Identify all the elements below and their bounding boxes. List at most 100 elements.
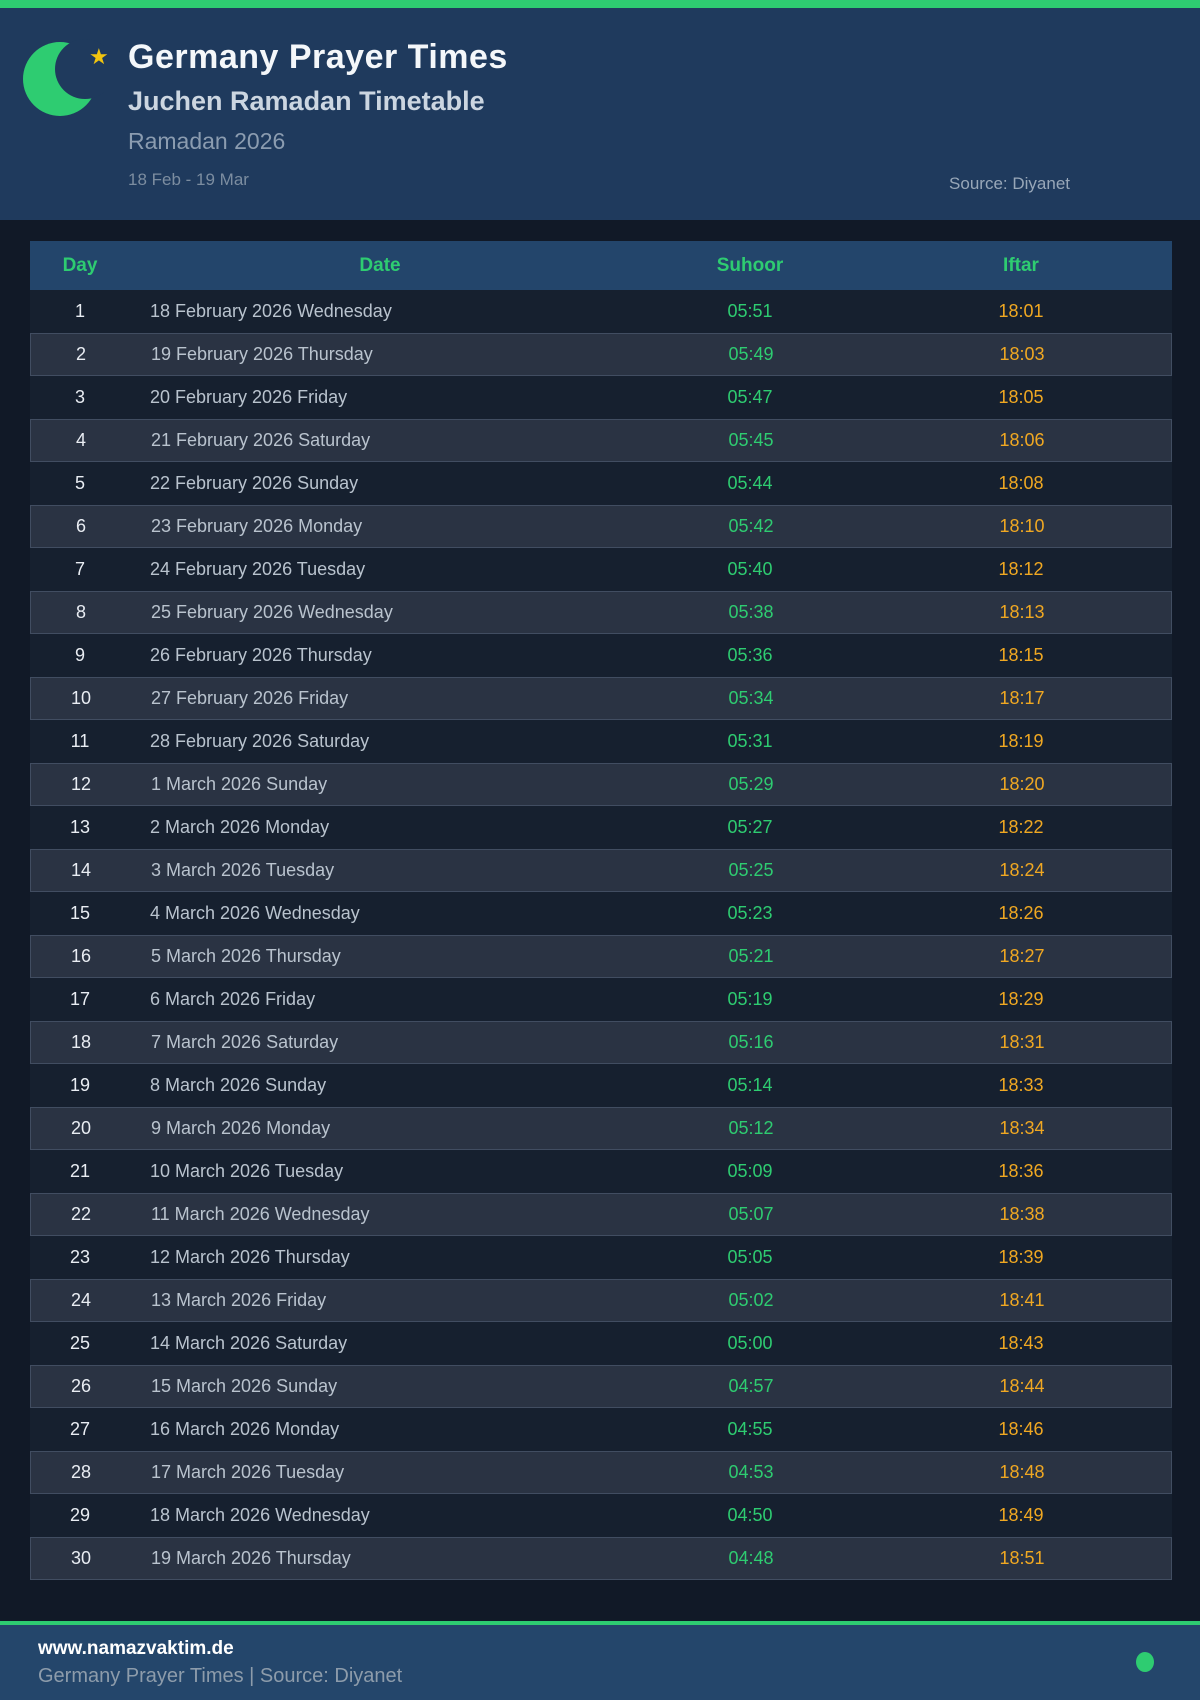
iftar-time-cell: 18:48 bbox=[999, 1462, 1045, 1482]
table-row: 16 5 March 2026 Thursday 05:21 18:27 bbox=[30, 935, 1172, 978]
suhoor-time-cell: 04:55 bbox=[727, 1419, 773, 1439]
table-row: 9 26 February 2026 Thursday 05:36 18:15 bbox=[30, 634, 1172, 677]
iftar-time-cell: 18:38 bbox=[999, 1204, 1045, 1224]
table-header-row: Day Date Suhoor Iftar bbox=[30, 241, 1172, 290]
iftar-time-cell: 18:49 bbox=[998, 1505, 1044, 1525]
day-cell: 11 bbox=[70, 731, 90, 751]
table-row: 11 28 February 2026 Saturday 05:31 18:19 bbox=[30, 720, 1172, 763]
suhoor-time-cell: 05:38 bbox=[728, 602, 774, 622]
table-row: 5 22 February 2026 Sunday 05:44 18:08 bbox=[30, 462, 1172, 505]
date-cell: 2 March 2026 Monday bbox=[150, 817, 330, 837]
date-cell: 15 March 2026 Sunday bbox=[151, 1376, 338, 1396]
iftar-time-cell: 18:27 bbox=[999, 946, 1045, 966]
day-cell: 6 bbox=[75, 516, 86, 536]
day-cell: 21 bbox=[69, 1161, 91, 1181]
table-row: 25 14 March 2026 Saturday 05:00 18:43 bbox=[30, 1322, 1172, 1365]
date-cell: 24 February 2026 Tuesday bbox=[150, 559, 366, 579]
header-titles: Germany Prayer Times Juchen Ramadan Time… bbox=[128, 38, 508, 190]
day-cell: 7 bbox=[74, 559, 85, 579]
suhoor-time-cell: 05:16 bbox=[728, 1032, 774, 1052]
day-cell: 30 bbox=[70, 1548, 92, 1568]
table-row: 28 17 March 2026 Tuesday 04:53 18:48 bbox=[30, 1451, 1172, 1494]
iftar-time-cell: 18:13 bbox=[999, 602, 1045, 622]
day-cell: 15 bbox=[69, 903, 91, 923]
date-cell: 16 March 2026 Monday bbox=[150, 1419, 340, 1439]
iftar-time-cell: 18:46 bbox=[998, 1419, 1044, 1439]
suhoor-time-cell: 05:23 bbox=[727, 903, 773, 923]
day-cell: 4 bbox=[75, 430, 86, 450]
day-cell: 5 bbox=[74, 473, 85, 493]
date-cell: 13 March 2026 Friday bbox=[151, 1290, 327, 1310]
iftar-time-cell: 18:36 bbox=[998, 1161, 1044, 1181]
date-cell: 23 February 2026 Monday bbox=[151, 516, 363, 536]
prayer-times-table: Day Date Suhoor Iftar 1 18 February 2026 … bbox=[30, 241, 1172, 1580]
iftar-time-cell: 18:51 bbox=[999, 1548, 1045, 1568]
iftar-time-cell: 18:31 bbox=[999, 1032, 1045, 1052]
top-accent-bar bbox=[0, 0, 1200, 8]
iftar-time-cell: 18:10 bbox=[999, 516, 1045, 536]
table-row: 15 4 March 2026 Wednesday 05:23 18:26 bbox=[30, 892, 1172, 935]
day-cell: 16 bbox=[70, 946, 92, 966]
suhoor-time-cell: 05:19 bbox=[727, 989, 773, 1009]
table-row: 22 11 March 2026 Wednesday 05:07 18:38 bbox=[30, 1193, 1172, 1236]
iftar-time-cell: 18:12 bbox=[998, 559, 1044, 579]
day-cell: 13 bbox=[69, 817, 91, 837]
iftar-time-cell: 18:39 bbox=[998, 1247, 1044, 1267]
footer-tagline: Germany Prayer Times | Source: Diyanet bbox=[38, 1665, 403, 1687]
column-header-suhoor: Suhoor bbox=[716, 254, 784, 276]
day-cell: 10 bbox=[70, 688, 92, 708]
suhoor-time-cell: 05:05 bbox=[727, 1247, 773, 1267]
suhoor-time-cell: 05:27 bbox=[727, 817, 773, 837]
date-cell: 27 February 2026 Friday bbox=[151, 688, 349, 708]
website-link[interactable]: www.namazvaktim.de bbox=[38, 1638, 234, 1659]
date-cell: 10 March 2026 Tuesday bbox=[150, 1161, 344, 1181]
suhoor-time-cell: 05:07 bbox=[728, 1204, 774, 1224]
suhoor-time-cell: 05:42 bbox=[728, 516, 774, 536]
day-cell: 19 bbox=[69, 1075, 91, 1095]
status-dot-icon bbox=[1136, 1652, 1154, 1672]
date-cell: 21 February 2026 Saturday bbox=[151, 430, 371, 450]
date-cell: 20 February 2026 Friday bbox=[150, 387, 348, 407]
day-cell: 2 bbox=[75, 344, 86, 364]
date-cell: 7 March 2026 Saturday bbox=[151, 1032, 339, 1052]
date-cell: 19 February 2026 Thursday bbox=[151, 344, 373, 364]
suhoor-time-cell: 05:34 bbox=[728, 688, 774, 708]
crescent-moon-icon bbox=[20, 34, 115, 118]
page-header: ★ Germany Prayer Times Juchen Ramadan Ti… bbox=[0, 8, 1200, 220]
iftar-time-cell: 18:34 bbox=[999, 1118, 1045, 1138]
date-cell: 17 March 2026 Tuesday bbox=[151, 1462, 345, 1482]
iftar-time-cell: 18:08 bbox=[998, 473, 1044, 493]
suhoor-time-cell: 05:51 bbox=[727, 301, 773, 321]
iftar-time-cell: 18:29 bbox=[998, 989, 1044, 1009]
table-row: 17 6 March 2026 Friday 05:19 18:29 bbox=[30, 978, 1172, 1021]
column-header-iftar: Iftar bbox=[1003, 254, 1039, 276]
page-footer: www.namazvaktim.de Germany Prayer Times … bbox=[0, 1621, 1200, 1700]
iftar-time-cell: 18:43 bbox=[998, 1333, 1044, 1353]
suhoor-time-cell: 05:02 bbox=[728, 1290, 774, 1310]
table-row: 2 19 February 2026 Thursday 05:49 18:03 bbox=[30, 333, 1172, 376]
table-body: 1 18 February 2026 Wednesday 05:51 18:01 2 19… bbox=[30, 290, 1172, 1580]
suhoor-time-cell: 05:36 bbox=[727, 645, 773, 665]
table-row: 26 15 March 2026 Sunday 04:57 18:44 bbox=[30, 1365, 1172, 1408]
date-cell: 9 March 2026 Monday bbox=[151, 1118, 331, 1138]
table-row: 12 1 March 2026 Sunday 05:29 18:20 bbox=[30, 763, 1172, 806]
date-cell: 5 March 2026 Thursday bbox=[151, 946, 341, 966]
date-cell: 4 March 2026 Wednesday bbox=[150, 903, 360, 923]
iftar-time-cell: 18:03 bbox=[999, 344, 1045, 364]
suhoor-time-cell: 04:50 bbox=[727, 1505, 773, 1525]
table-row: 14 3 March 2026 Tuesday 05:25 18:24 bbox=[30, 849, 1172, 892]
table-row: 18 7 March 2026 Saturday 05:16 18:31 bbox=[30, 1021, 1172, 1064]
iftar-time-cell: 18:41 bbox=[999, 1290, 1045, 1310]
suhoor-time-cell: 05:44 bbox=[727, 473, 773, 493]
day-cell: 27 bbox=[69, 1419, 91, 1439]
table-row: 1 18 February 2026 Wednesday 05:51 18:01 bbox=[30, 290, 1172, 333]
column-header-day: Day bbox=[62, 254, 98, 276]
date-cell: 11 March 2026 Wednesday bbox=[151, 1204, 370, 1224]
day-cell: 14 bbox=[70, 860, 92, 880]
iftar-time-cell: 18:44 bbox=[999, 1376, 1045, 1396]
suhoor-time-cell: 05:29 bbox=[728, 774, 774, 794]
suhoor-time-cell: 05:00 bbox=[727, 1333, 773, 1353]
iftar-time-cell: 18:19 bbox=[998, 731, 1044, 751]
iftar-time-cell: 18:15 bbox=[998, 645, 1044, 665]
